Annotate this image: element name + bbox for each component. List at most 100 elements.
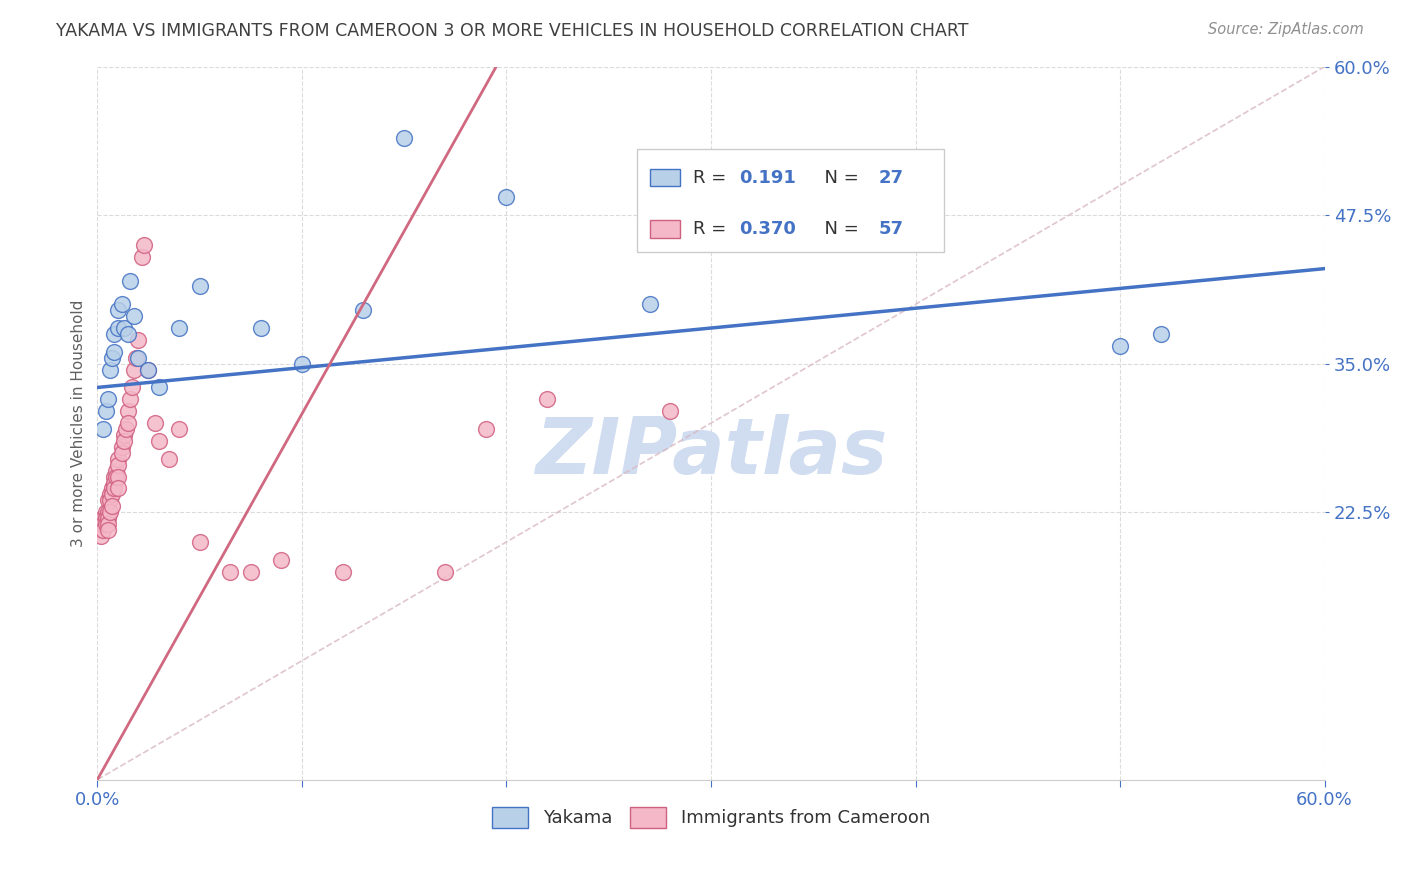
Point (434, 565, 457, 579)
Point (100, 482, 122, 496)
Point (536, 392, 558, 407)
Point (131, 250, 153, 264)
Point (659, 404, 682, 418)
Text: YAKAMA VS IMMIGRANTS FROM CAMEROON 3 OR MORE VEHICLES IN HOUSEHOLD CORRELATION C: YAKAMA VS IMMIGRANTS FROM CAMEROON 3 OR … (56, 22, 969, 40)
Point (90, 523, 112, 537)
Point (117, 416, 139, 430)
Point (97, 493, 120, 508)
Point (98, 505, 121, 519)
Point (157, 451, 180, 466)
Point (100, 487, 122, 501)
Point (93, 523, 115, 537)
Text: N =: N = (813, 169, 865, 186)
Point (98, 487, 121, 501)
Point (112, 428, 135, 442)
Point (1150, 326, 1173, 341)
Point (125, 351, 148, 365)
Point (122, 362, 145, 376)
Point (392, 131, 415, 145)
Point (250, 321, 273, 335)
Point (93, 517, 115, 532)
Point (97, 392, 120, 407)
Point (117, 326, 139, 341)
Point (97, 523, 120, 537)
Point (148, 434, 170, 448)
Point (111, 440, 134, 454)
Point (239, 565, 262, 579)
Point (219, 565, 242, 579)
Point (121, 380, 143, 394)
Point (94, 404, 117, 418)
Text: 27: 27 (879, 169, 904, 186)
Point (167, 321, 190, 335)
Text: Source: ZipAtlas.com: Source: ZipAtlas.com (1208, 22, 1364, 37)
Point (291, 357, 314, 371)
Point (127, 351, 149, 365)
Point (107, 321, 129, 335)
Point (97, 517, 120, 532)
Point (97, 511, 120, 525)
Point (115, 422, 138, 436)
Point (1109, 339, 1132, 353)
Point (107, 451, 129, 466)
Text: R =: R = (693, 169, 731, 186)
Point (120, 392, 142, 407)
Point (103, 475, 125, 490)
Text: ZIPatlas: ZIPatlas (534, 414, 887, 490)
Point (111, 297, 134, 311)
Point (332, 565, 354, 579)
Point (638, 297, 661, 311)
Text: 0.370: 0.370 (740, 220, 796, 238)
FancyBboxPatch shape (637, 149, 945, 252)
Point (98, 493, 121, 508)
Point (111, 446, 134, 460)
Point (104, 464, 127, 478)
Bar (650, 169, 681, 186)
Point (94, 517, 117, 532)
Bar (650, 220, 681, 238)
Point (120, 273, 142, 287)
Text: 57: 57 (879, 220, 904, 238)
Point (104, 469, 127, 483)
Point (107, 458, 129, 472)
Point (94, 505, 117, 519)
Point (122, 309, 145, 323)
Point (94, 511, 117, 525)
Y-axis label: 3 or more Vehicles in Household: 3 or more Vehicles in Household (72, 300, 86, 547)
Point (112, 434, 135, 448)
Text: N =: N = (813, 220, 865, 238)
Point (138, 362, 160, 376)
Point (167, 422, 190, 436)
Point (100, 351, 122, 365)
Point (352, 303, 374, 318)
Point (143, 416, 166, 430)
Point (495, 190, 517, 204)
Point (127, 333, 149, 347)
Point (117, 404, 139, 418)
Point (103, 469, 125, 483)
Text: 0.191: 0.191 (740, 169, 796, 186)
Point (103, 326, 125, 341)
Point (98, 362, 121, 376)
Point (93, 422, 115, 436)
Point (103, 344, 125, 359)
Point (93, 511, 115, 525)
Point (107, 303, 129, 318)
Point (112, 321, 135, 335)
Point (148, 380, 170, 394)
Point (475, 422, 498, 436)
Point (107, 469, 129, 483)
Text: R =: R = (693, 220, 731, 238)
Legend: Yakama, Immigrants from Cameroon: Yakama, Immigrants from Cameroon (485, 799, 936, 835)
Point (107, 482, 129, 496)
Point (90, 529, 112, 543)
Point (100, 500, 122, 514)
Point (103, 482, 125, 496)
Point (97, 505, 120, 519)
Point (134, 237, 156, 252)
Point (188, 535, 211, 549)
Point (270, 553, 292, 567)
Point (138, 362, 160, 376)
Point (89, 517, 111, 532)
Point (188, 279, 211, 293)
